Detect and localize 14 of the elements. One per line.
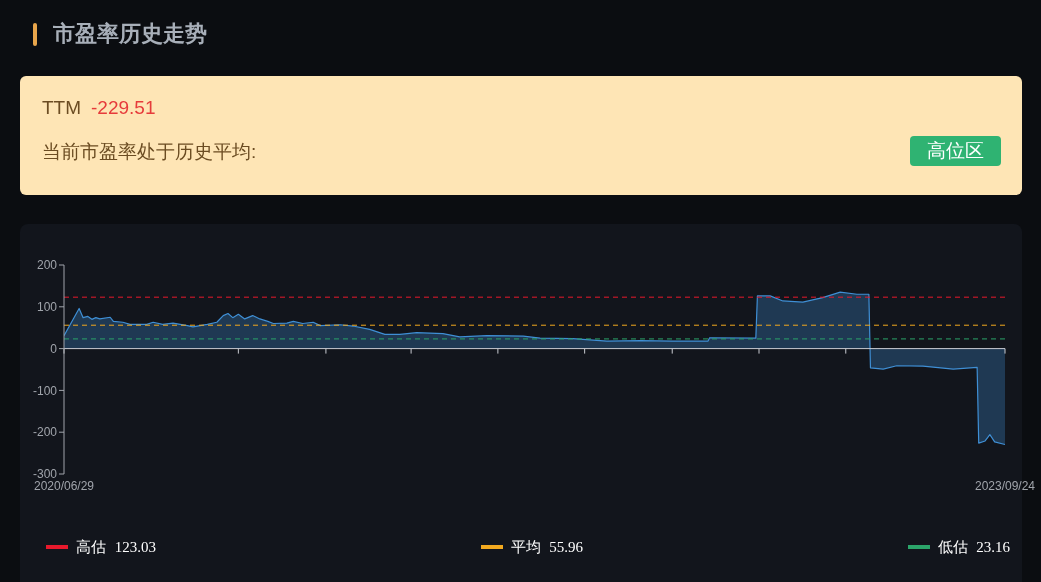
legend-label: 低估 23.16 — [937, 537, 1010, 557]
legend-label: 平均 55.96 — [510, 537, 583, 557]
chart-title: 市盈率历史走势 — [53, 21, 207, 46]
y-tick-label: -200 — [32, 425, 58, 440]
text: 当前市盈率处于历史平均: — [42, 141, 257, 162]
y-tick-label: -100 — [32, 383, 58, 398]
y-tick-label: 200 — [36, 258, 58, 273]
legend-label: 高估 123.03 — [76, 537, 156, 557]
text: -229.51 — [91, 97, 156, 118]
y-tick-label: 100 — [36, 300, 58, 315]
status-badge: 高位区 — [910, 136, 1001, 166]
x-tick-label: 2023/09/24 — [974, 478, 1036, 493]
text: TTM — [42, 97, 82, 118]
y-tick-label: 0 — [50, 341, 58, 356]
